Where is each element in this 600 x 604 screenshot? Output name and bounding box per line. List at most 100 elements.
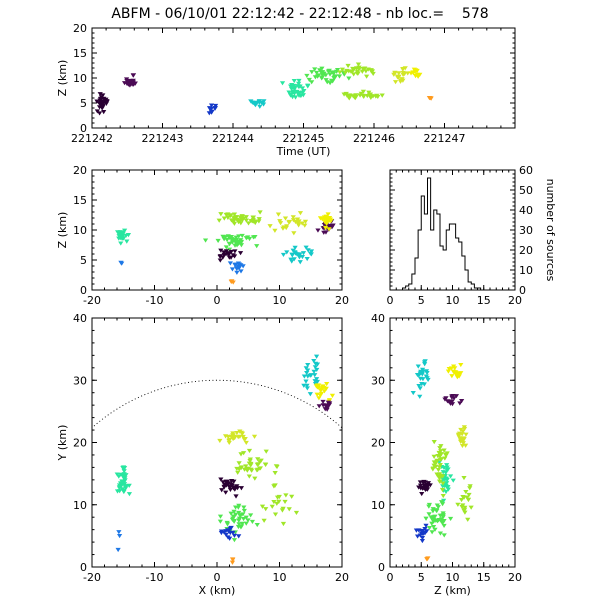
source-point — [463, 489, 469, 495]
source-point — [243, 218, 249, 223]
source-point — [323, 78, 329, 83]
source-point — [331, 75, 337, 81]
source-point — [229, 279, 235, 284]
y-tick-label: 20 — [73, 164, 87, 177]
source-point — [461, 495, 467, 500]
source-point — [445, 369, 452, 374]
source-point — [292, 245, 298, 250]
source-point — [343, 91, 349, 96]
source-point — [243, 464, 249, 469]
source-point — [217, 258, 223, 263]
source-point — [221, 216, 227, 221]
histogram-bin — [465, 270, 468, 290]
y-tick-label: 20 — [371, 437, 385, 450]
source-point — [212, 106, 218, 111]
source-point — [313, 384, 319, 389]
source-point — [284, 250, 290, 255]
source-point — [444, 477, 450, 482]
source-point — [304, 257, 310, 262]
source-point — [243, 215, 249, 220]
source-point — [101, 110, 107, 115]
source-point — [241, 451, 247, 456]
y-axis-label: Z (km) — [56, 212, 69, 249]
source-point — [130, 73, 136, 78]
source-point — [123, 77, 130, 82]
source-point — [441, 533, 447, 538]
source-point — [250, 100, 256, 106]
source-point — [350, 94, 356, 99]
source-point — [313, 354, 320, 359]
source-point — [218, 248, 224, 253]
y-tick-label: 0 — [80, 284, 87, 297]
source-point — [297, 254, 303, 259]
source-point — [223, 249, 230, 254]
source-point — [236, 503, 242, 508]
source-point — [227, 261, 233, 266]
x-tick-label: 10 — [273, 571, 287, 584]
source-point — [227, 487, 234, 493]
source-point — [368, 68, 374, 73]
source-point — [121, 469, 127, 474]
source-point — [358, 91, 364, 96]
source-point — [326, 402, 333, 408]
source-point — [261, 518, 267, 523]
source-point — [261, 99, 267, 104]
source-point — [252, 235, 258, 240]
source-point — [120, 465, 126, 471]
source-point — [236, 234, 242, 239]
source-point — [345, 63, 351, 69]
plot-area — [410, 359, 474, 562]
x-tick-label: 0 — [214, 571, 221, 584]
source-point — [225, 251, 231, 256]
source-point — [303, 366, 309, 371]
source-point — [221, 252, 227, 257]
histogram-bin — [471, 284, 474, 290]
source-point — [96, 111, 103, 116]
source-point — [428, 96, 434, 101]
source-point — [242, 436, 248, 442]
source-point — [452, 366, 458, 371]
x-tick-label: 221244 — [212, 132, 254, 145]
source-point — [259, 504, 266, 509]
histogram-bin — [440, 246, 443, 290]
source-point — [438, 449, 444, 454]
source-point — [431, 454, 437, 459]
source-point — [114, 472, 120, 477]
source-point — [431, 463, 437, 468]
source-point — [238, 466, 244, 471]
source-point — [339, 67, 345, 72]
source-point — [317, 393, 323, 398]
source-point — [291, 79, 297, 84]
y-tick-label: 0 — [80, 122, 87, 135]
histogram-bin — [474, 288, 477, 290]
source-point — [272, 512, 279, 517]
source-point — [314, 70, 320, 76]
source-point — [456, 434, 462, 439]
source-point — [449, 395, 455, 400]
source-point — [236, 534, 242, 539]
source-point — [419, 372, 425, 377]
source-point — [324, 382, 330, 387]
source-point — [122, 484, 128, 489]
source-point — [402, 66, 408, 71]
source-point — [282, 499, 288, 504]
source-point — [218, 212, 224, 217]
source-point — [236, 510, 242, 516]
histogram-bin — [446, 230, 449, 290]
source-point — [311, 358, 317, 364]
source-point — [290, 248, 296, 253]
source-point — [467, 486, 473, 491]
x-tick-label: 20 — [335, 294, 349, 307]
source-point — [401, 71, 408, 77]
source-point — [132, 81, 138, 86]
source-point — [417, 533, 423, 538]
source-point — [466, 492, 472, 498]
source-point — [235, 470, 241, 475]
source-point — [431, 460, 437, 465]
source-point — [294, 89, 300, 94]
source-point — [414, 373, 421, 378]
source-point — [222, 235, 229, 240]
source-point — [441, 448, 447, 453]
source-point — [122, 228, 128, 233]
source-point — [293, 510, 300, 516]
